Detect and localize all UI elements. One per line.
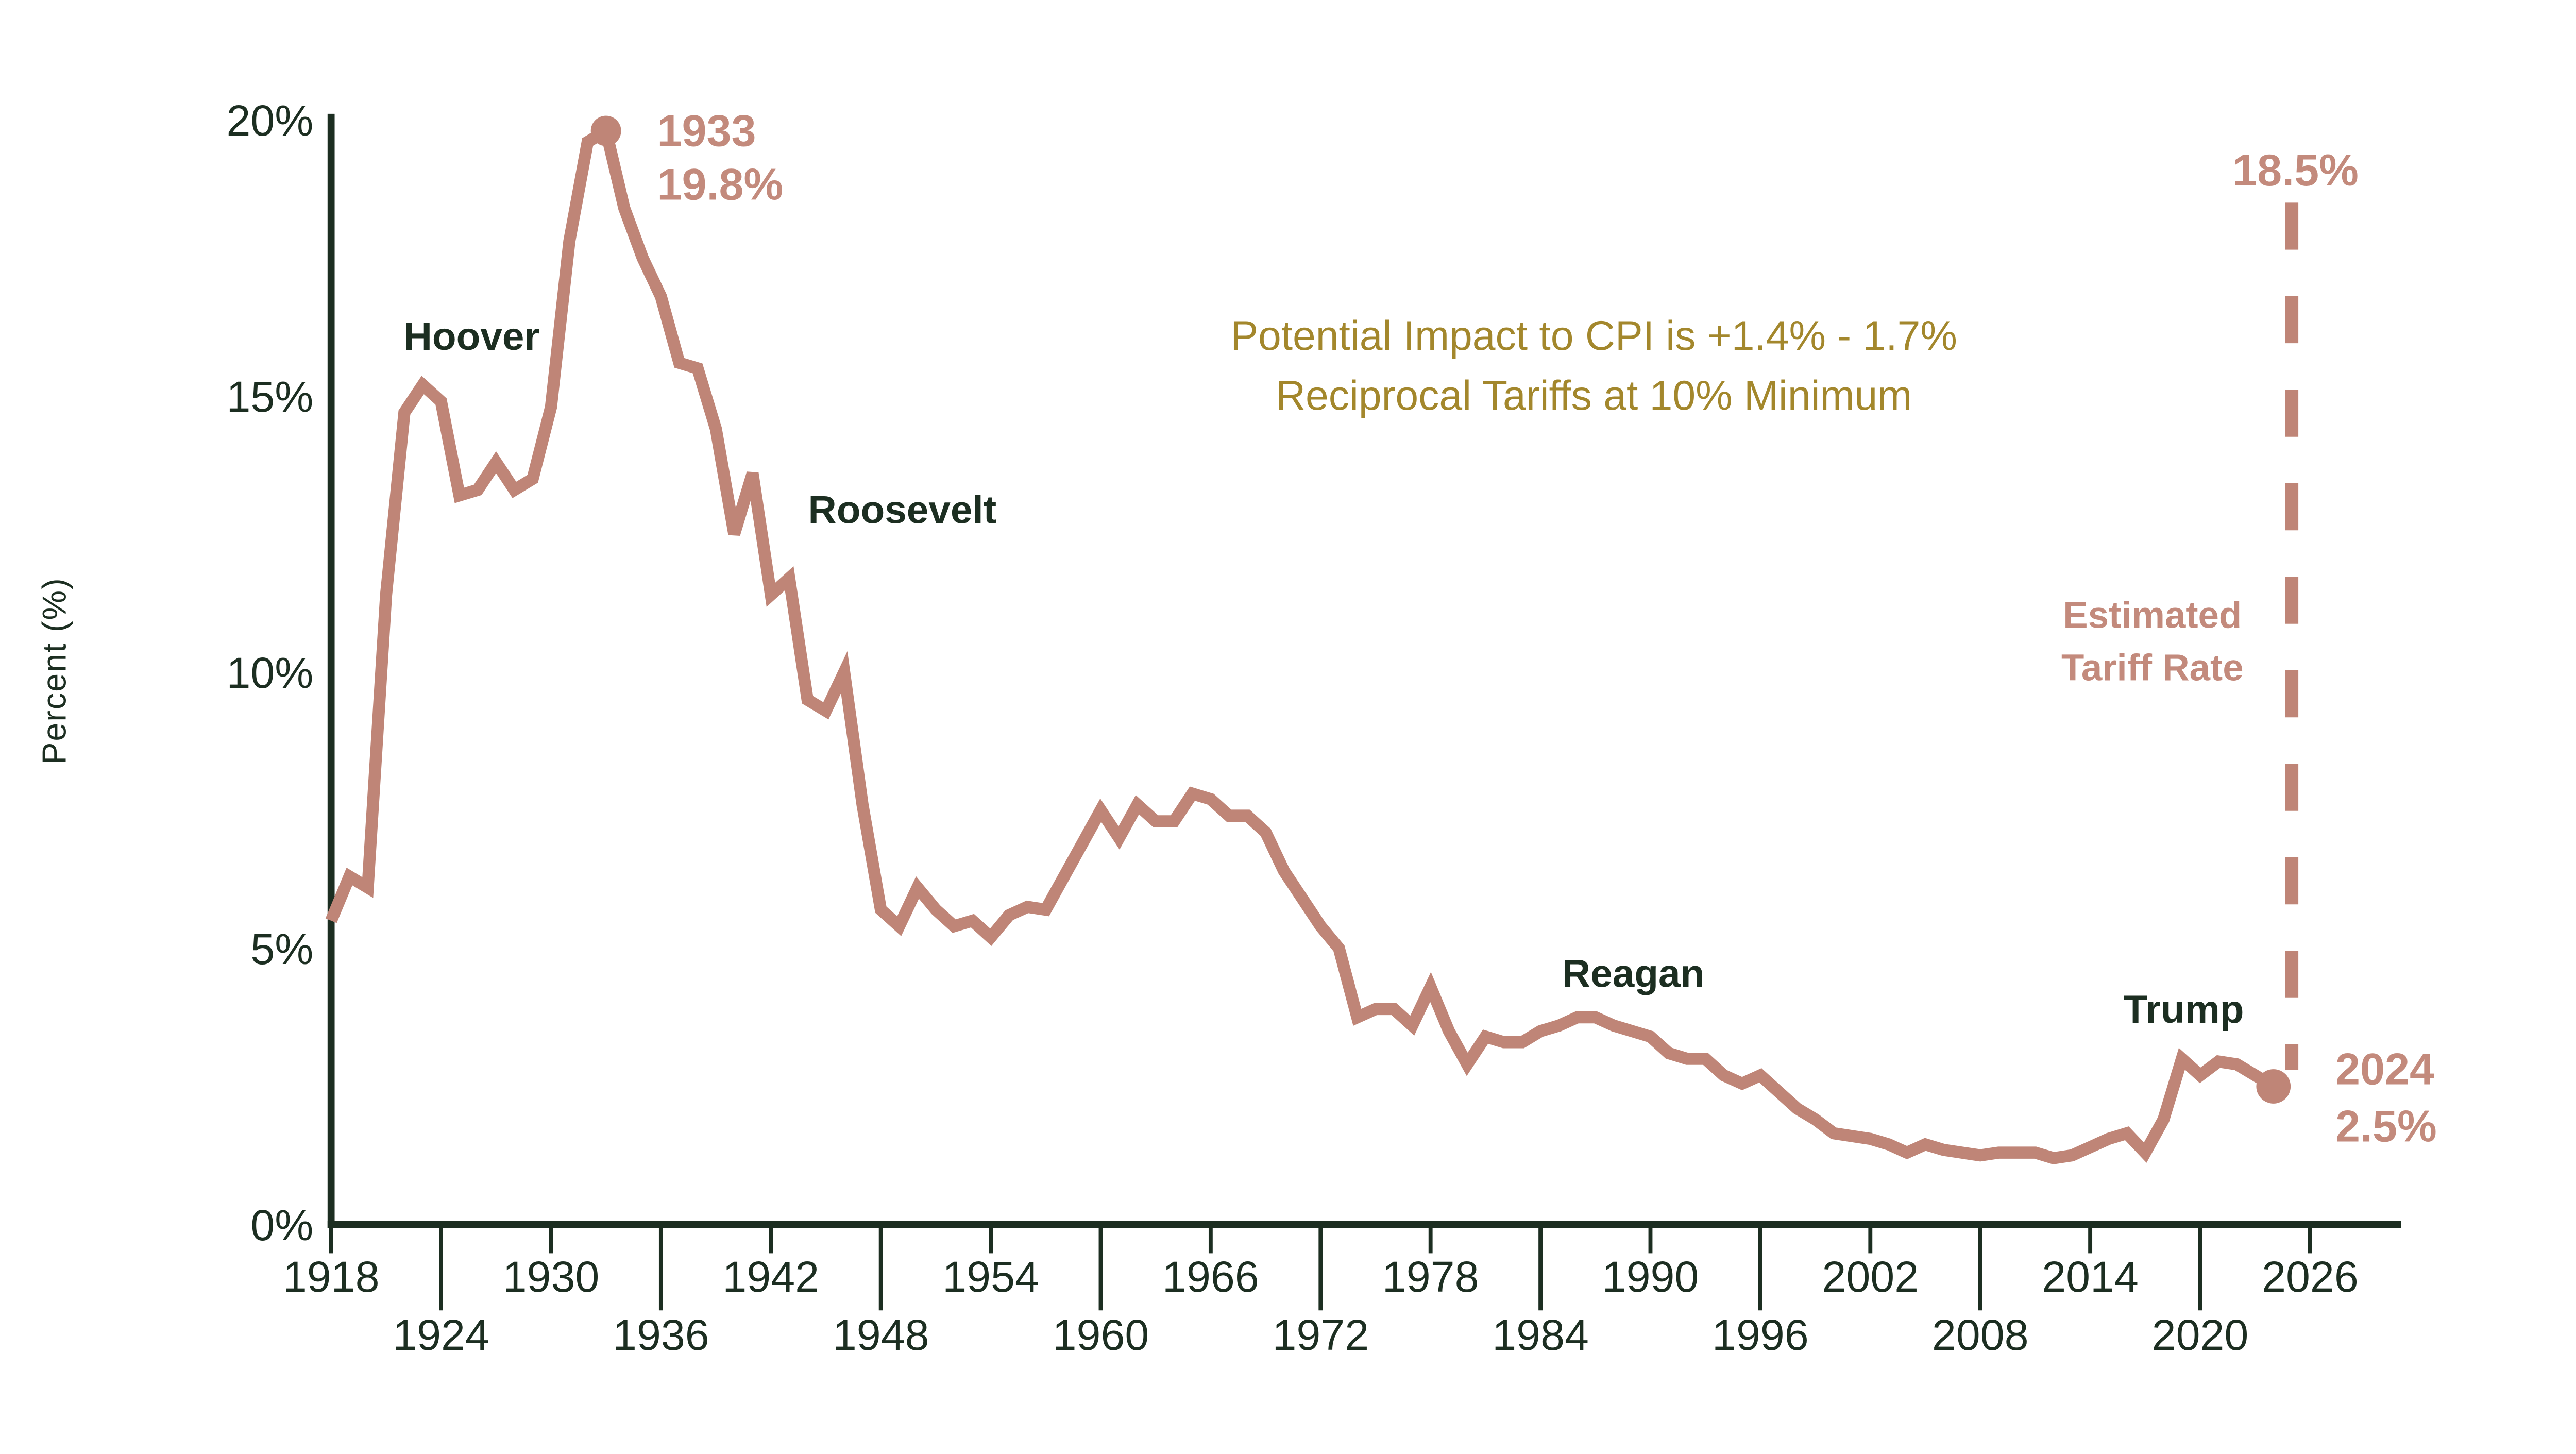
data-point-1933 (590, 115, 621, 146)
annotation-end-2024-line-1: 2024 (2335, 1045, 2434, 1094)
annotation-president-hoover: Hoover (404, 315, 540, 359)
x-tick-label-1966: 1966 (1162, 1253, 1259, 1301)
y-tick-label-5%: 5% (250, 925, 313, 973)
annotation-end-2024-line-2: 2.5% (2335, 1102, 2437, 1152)
x-tick-label-2014: 2014 (2042, 1253, 2139, 1301)
annotation-president-reagan: Reagan (1562, 952, 1704, 995)
x-tick-label-1948: 1948 (833, 1311, 929, 1359)
annotation-peak-1933-line-1: 1933 (657, 107, 756, 156)
annotation-estimated-tariff-rate-line-1: Estimated (2063, 595, 2242, 636)
x-tick-label-2026: 2026 (2262, 1253, 2359, 1301)
x-tick-label-1990: 1990 (1602, 1253, 1699, 1301)
x-tick-label-1954: 1954 (942, 1253, 1039, 1301)
y-tick-label-20%: 20% (226, 96, 313, 145)
x-tick-label-2020: 2020 (2152, 1311, 2249, 1359)
x-tick-label-1960: 1960 (1053, 1311, 1149, 1359)
x-tick-label-1972: 1972 (1272, 1311, 1369, 1359)
x-tick-label-1924: 1924 (393, 1311, 489, 1359)
x-tick-label-1918: 1918 (283, 1253, 380, 1301)
annotation-cpi-note-line-2: Reciprocal Tariffs at 10% Minimum (1276, 373, 1912, 419)
x-tick-label-1984: 1984 (1492, 1311, 1589, 1359)
x-tick-label-1930: 1930 (503, 1253, 600, 1301)
x-tick-label-2002: 2002 (1822, 1253, 1919, 1301)
annotation-estimate-value: 18.5% (2232, 146, 2359, 195)
x-tick-label-1936: 1936 (613, 1311, 709, 1359)
y-tick-label-15%: 15% (226, 373, 313, 421)
annotation-peak-1933-line-2: 19.8% (657, 160, 784, 210)
x-tick-label-1996: 1996 (1712, 1311, 1809, 1359)
tariff-rate-line (325, 121, 2277, 1164)
annotation-cpi-note-line-1: Potential Impact to CPI is +1.4% - 1.7% (1230, 313, 1957, 359)
x-tick-label-1978: 1978 (1382, 1253, 1479, 1301)
x-tick-label-1942: 1942 (722, 1253, 819, 1301)
annotation-president-roosevelt: Roosevelt (808, 488, 997, 532)
data-point-2024 (2256, 1069, 2291, 1104)
annotation-president-trump: Trump (2124, 988, 2244, 1032)
y-axis-title: Percent (%) (36, 577, 73, 764)
x-tick-label-2008: 2008 (1932, 1311, 2029, 1359)
y-tick-label-10%: 10% (226, 649, 313, 697)
y-tick-label-0%: 0% (250, 1201, 313, 1249)
annotation-estimated-tariff-rate-line-2: Tariff Rate (2061, 647, 2244, 689)
